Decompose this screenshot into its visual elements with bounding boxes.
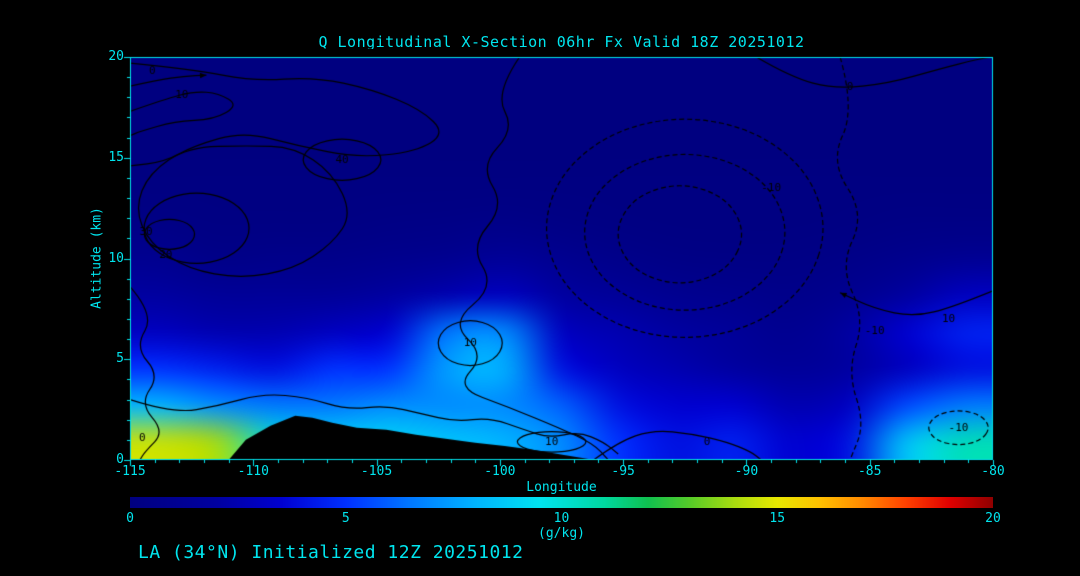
x-tick-label: -80 [981, 464, 1005, 479]
run-info-text: LA (34°N) Initialized 12Z 20251012 [138, 542, 524, 563]
colorbar-units-label: (g/kg) [538, 526, 585, 541]
y-tick-label: 0 [116, 452, 124, 467]
colorbar-tick-label: 10 [553, 511, 570, 526]
x-tick-label: -105 [360, 464, 393, 479]
x-tick-label: -110 [237, 464, 269, 479]
colorbar-tick-label: 5 [341, 511, 350, 526]
x-tick-label: -95 [611, 464, 635, 479]
x-tick-label: -85 [857, 464, 882, 479]
cross-section-plot-canvas [112, 49, 1005, 472]
y-tick-label: 20 [108, 49, 124, 64]
y-tick-label: 10 [108, 250, 124, 266]
x-tick-label: -115 [114, 464, 146, 479]
colorbar-tick-label: 0 [126, 511, 134, 526]
chart-title: Q Longitudinal X-Section 06hr Fx Valid 1… [318, 33, 805, 51]
x-axis-label: Longitude [526, 480, 597, 495]
colorbar-tick-label: 20 [985, 511, 1001, 526]
x-tick-label: -100 [484, 464, 516, 479]
colorbar-tick-label: 15 [769, 511, 786, 526]
y-tick-label: 15 [108, 149, 124, 165]
x-tick-label: -90 [734, 464, 759, 479]
colorbar [130, 497, 993, 508]
y-tick-label: 5 [116, 351, 124, 367]
